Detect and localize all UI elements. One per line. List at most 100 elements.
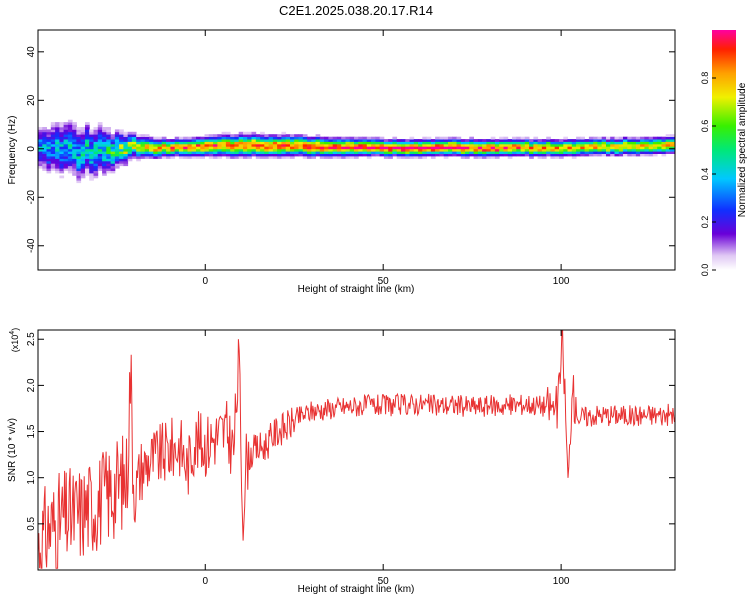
heatmap-cell [217, 153, 223, 157]
heatmap-cell [85, 165, 90, 169]
heatmap-cell [618, 139, 624, 142]
heatmap-cell [221, 153, 227, 157]
heatmap-cell [42, 143, 47, 147]
heatmap-cell [178, 141, 184, 145]
heatmap-cell [499, 153, 504, 157]
heatmap-cell [85, 134, 90, 137]
heatmap-cell [665, 143, 671, 147]
heatmap-cell [251, 151, 257, 154]
heatmap-cell [665, 141, 671, 145]
heatmap-cell [196, 139, 201, 142]
heatmap-cell [409, 153, 415, 157]
heatmap-cell [97, 158, 103, 162]
heatmap-cell [97, 134, 103, 137]
heatmap-cell [486, 153, 492, 157]
heatmap-cell [482, 156, 487, 159]
heatmap-cell [119, 143, 124, 147]
heatmap-cell [110, 148, 116, 152]
heatmap-cell [657, 141, 662, 145]
heatmap-cell [606, 148, 611, 152]
snr-multiplier-base: (x10 [10, 335, 20, 353]
heatmap-cell [405, 146, 410, 150]
heatmap-cell [38, 146, 43, 150]
heatmap-cell [42, 160, 47, 164]
heatmap-cell [213, 139, 218, 142]
heatmap-cell [264, 153, 269, 157]
heatmap-cell [294, 153, 299, 157]
heatmap-cell [72, 129, 77, 133]
heatmap-cell [648, 139, 654, 142]
heatmap-cell [281, 143, 287, 147]
heatmap-cell [80, 156, 86, 159]
heatmap-cell [302, 146, 308, 150]
heatmap-cell [448, 141, 453, 145]
heatmap-cell [260, 148, 265, 152]
heatmap-cell [490, 136, 496, 140]
heatmap-cell [422, 148, 427, 152]
colorbar-ticks: 0.00.20.40.60.8 [700, 72, 716, 276]
heatmap-cell [503, 151, 509, 154]
heatmap-cell [422, 141, 427, 145]
heatmap-cell [486, 143, 492, 147]
heatmap-cell [460, 146, 466, 150]
heatmap-cell [63, 139, 69, 142]
heatmap-cell [601, 153, 607, 157]
heatmap-cell [285, 136, 291, 140]
heatmap-cell [106, 148, 111, 152]
heatmap-cell [435, 143, 440, 147]
heatmap-cell [413, 146, 419, 150]
heatmap-cell [89, 141, 94, 145]
heatmap-cell [80, 141, 86, 145]
heatmap-cell [388, 153, 393, 157]
heatmap-cell [272, 139, 278, 142]
heatmap-cell [285, 156, 291, 159]
heatmap-cell [67, 119, 73, 123]
heatmap-cell [72, 134, 77, 137]
heatmap-cell [627, 151, 632, 154]
heatmap-cell [59, 151, 65, 154]
heatmap-cell [315, 148, 321, 152]
heatmap-cell [341, 153, 346, 157]
heatmap-cell [524, 153, 530, 157]
heatmap-cell [63, 141, 69, 145]
heatmap-cell [251, 134, 257, 137]
heatmap-cell [533, 143, 539, 147]
heatmap-cell [358, 153, 363, 157]
heatmap-cell [627, 141, 632, 145]
heatmap-cell [85, 131, 90, 135]
heatmap-cell [657, 151, 662, 154]
heatmap-cell [405, 141, 410, 145]
heatmap-cell [541, 148, 547, 152]
heatmap-cell [627, 139, 632, 142]
heatmap-cell [110, 168, 116, 171]
heatmap-cell [652, 146, 658, 150]
heatmap-cell [593, 148, 598, 152]
heatmap-cell [93, 146, 99, 150]
heatmap-cell [418, 141, 423, 145]
heatmap-cell [187, 139, 193, 142]
heatmap-cell [149, 153, 154, 157]
heatmap-cell [507, 151, 513, 154]
heatmap-cell [59, 143, 65, 147]
heatmap-cell [93, 139, 99, 142]
heatmap-cell [499, 141, 504, 145]
heatmap-cell [123, 131, 129, 135]
heatmap-cell [290, 141, 295, 145]
heatmap-cell [114, 146, 120, 150]
heatmap-cell [610, 146, 615, 150]
heatmap-cell [243, 143, 248, 147]
heatmap-cell [413, 156, 419, 159]
heatmap-cell [409, 148, 415, 152]
heatmap-cell [80, 173, 86, 176]
heatmap-cell [63, 131, 69, 135]
heatmap-cell [247, 131, 252, 135]
heatmap-cell [89, 173, 94, 176]
heatmap-cell [72, 163, 77, 167]
heatmap-cell [503, 153, 509, 157]
heatmap-cell [76, 146, 82, 150]
heatmap-cell [580, 146, 585, 150]
heatmap-cell [452, 143, 457, 147]
heatmap-cell [588, 136, 594, 140]
heatmap-cell [225, 141, 231, 145]
heatmap-cell [72, 146, 77, 150]
